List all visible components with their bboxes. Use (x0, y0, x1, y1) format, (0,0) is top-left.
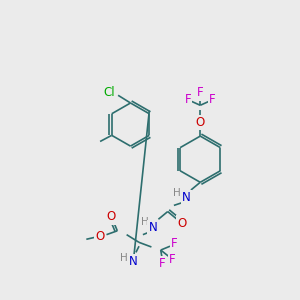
Text: O: O (106, 211, 116, 224)
Text: H: H (120, 253, 128, 263)
Text: F: F (209, 93, 216, 106)
Text: F: F (159, 257, 166, 270)
Text: Cl: Cl (103, 86, 115, 99)
Text: H: H (141, 217, 148, 226)
Text: F: F (171, 237, 178, 250)
Text: F: F (197, 86, 204, 100)
Text: N: N (148, 221, 158, 234)
Text: F: F (169, 253, 176, 266)
Text: H: H (173, 188, 181, 198)
Text: O: O (96, 230, 105, 244)
Text: N: N (182, 191, 191, 204)
Text: F: F (184, 93, 191, 106)
Text: O: O (196, 116, 205, 129)
Text: O: O (177, 217, 186, 230)
Text: N: N (128, 255, 137, 268)
